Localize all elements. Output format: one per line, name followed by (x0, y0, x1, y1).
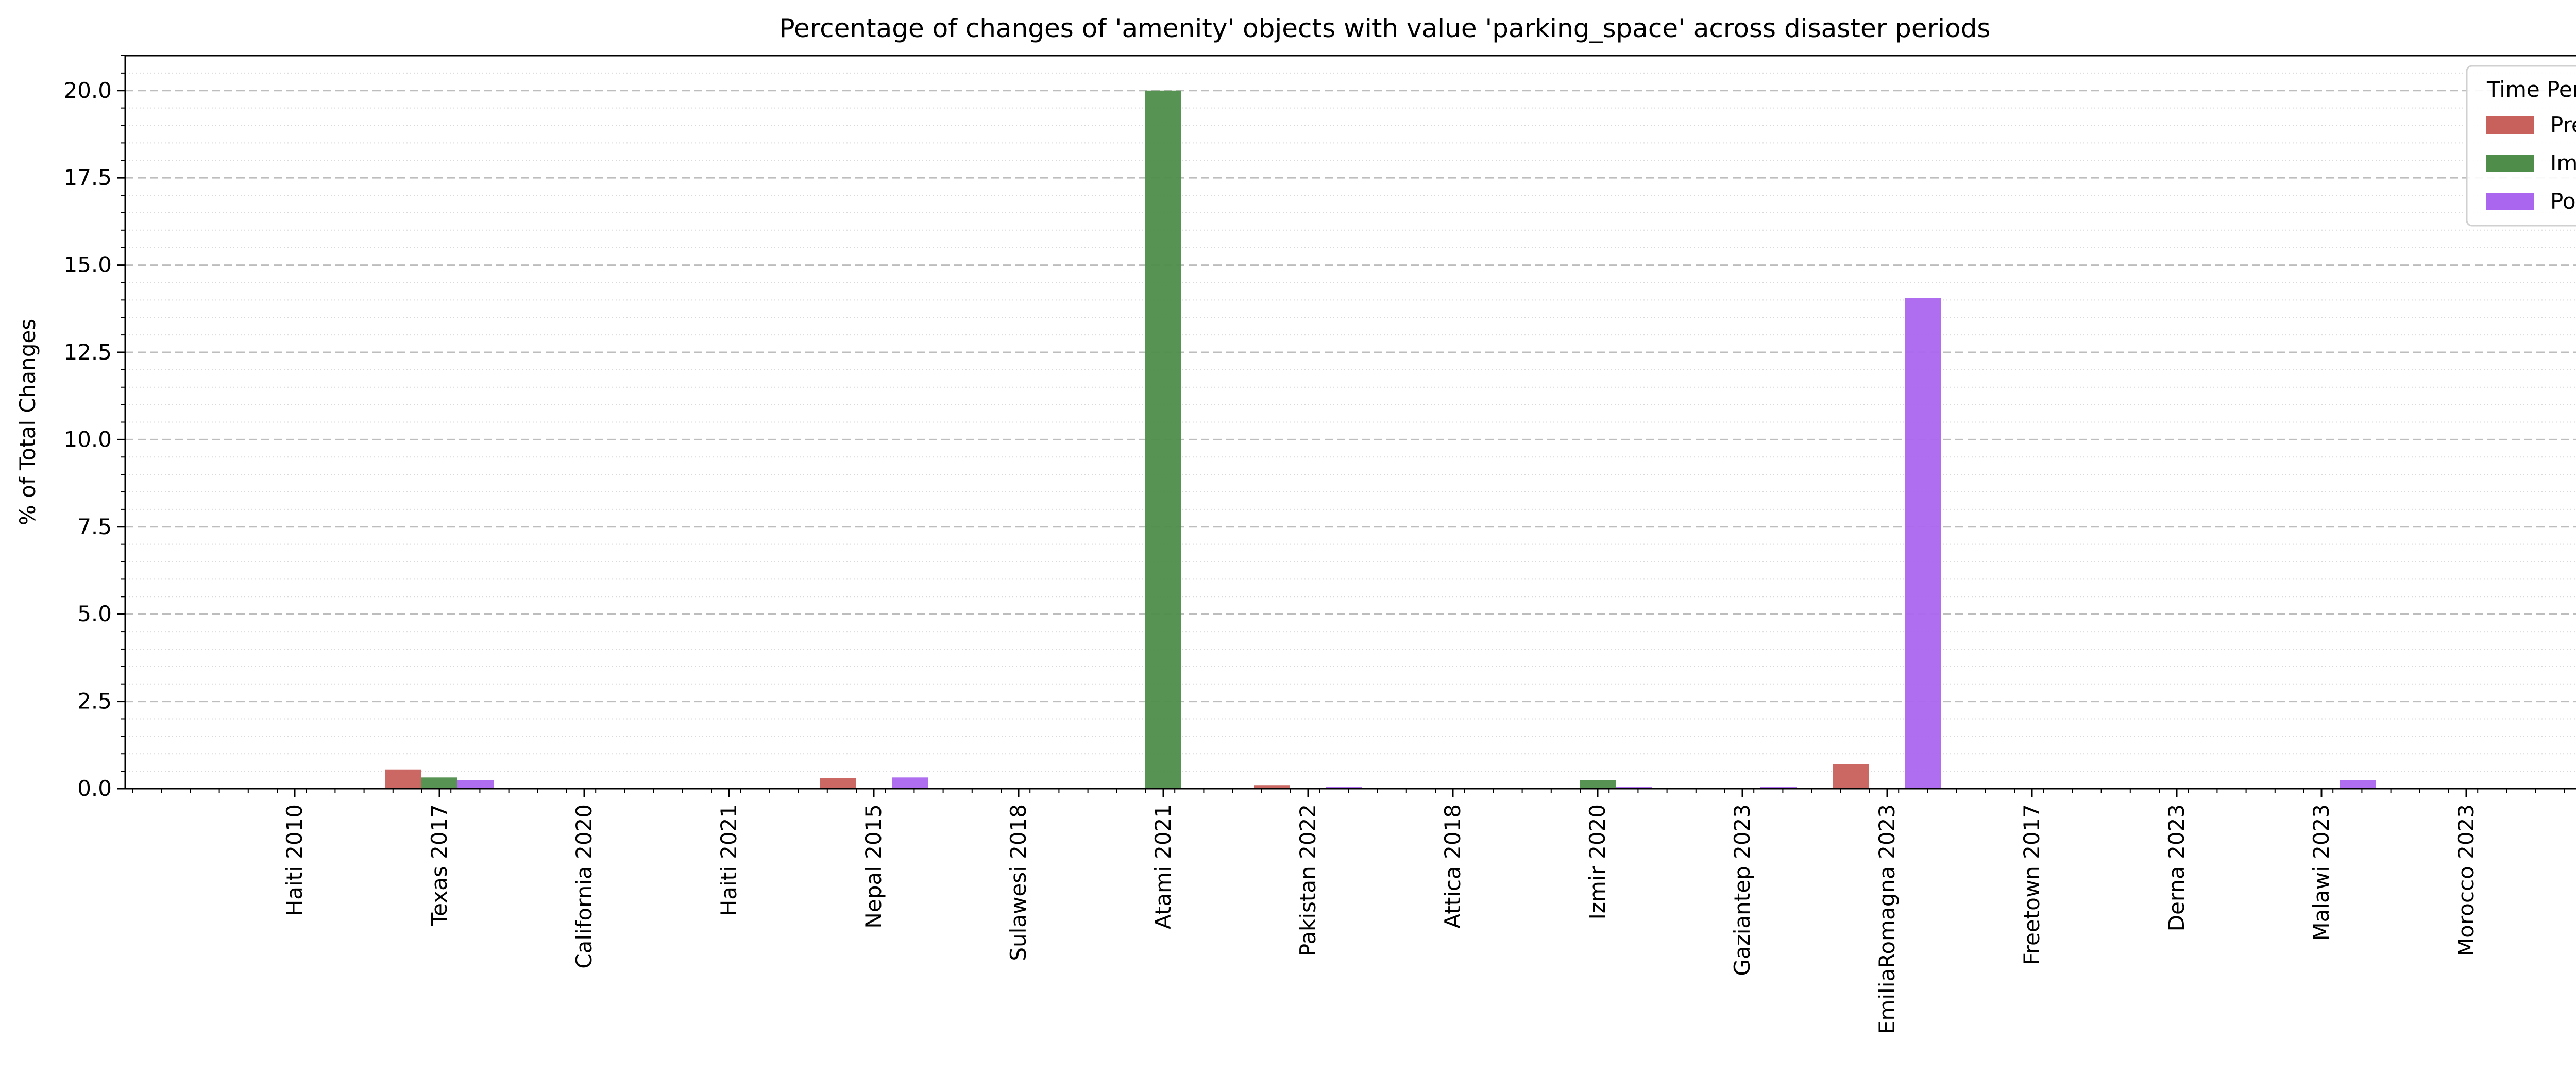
x-tick-label: Attica 2018 (1440, 804, 1465, 929)
bar-post (892, 777, 928, 789)
bar-pre (1254, 785, 1290, 789)
plot-frame (124, 55, 2576, 790)
x-tick-label: EmiliaRomagna 2023 (1874, 804, 1900, 1034)
legend-swatch-imm (2486, 155, 2534, 172)
y-tick-label: 12.5 (63, 339, 112, 365)
y-tick-label: 0.0 (77, 776, 112, 801)
legend-swatch-pre (2486, 116, 2534, 134)
legend-box (2466, 65, 2576, 227)
x-tick-label: Izmir 2020 (1585, 804, 1610, 920)
x-tick-label: Haiti 2021 (716, 804, 741, 916)
x-tick-label: Sulawesi 2018 (1006, 804, 1031, 961)
x-tick-label: California 2020 (571, 804, 597, 969)
y-tick-label: 10.0 (63, 426, 112, 452)
x-tick-label: Gaziantep 2023 (1730, 804, 1755, 976)
bar-post (1905, 298, 1941, 789)
bar-post (1326, 787, 1362, 789)
bar-imm (1145, 90, 1181, 789)
x-tick-label: Haiti 2010 (282, 804, 307, 916)
grid-lines (125, 55, 2576, 790)
y-axis-label: % of Total Changes (15, 319, 40, 525)
bar-imm (421, 777, 457, 789)
y-tick-label: 2.5 (77, 689, 112, 714)
y-tick-label: 7.5 (77, 514, 112, 539)
bar-post (2340, 780, 2376, 789)
x-tick-label: Malawi 2023 (2309, 804, 2334, 941)
legend-label-post: Post (2550, 189, 2576, 214)
legend: Time Period Pre Imm Post (2466, 65, 2576, 227)
x-tick-label: Atami 2021 (1150, 804, 1176, 929)
x-tick-label: Derna 2023 (2164, 804, 2189, 931)
y-tick-label: 15.0 (63, 252, 112, 278)
legend-swatch-post (2486, 193, 2534, 210)
x-tick-label: Freetown 2017 (2019, 804, 2044, 965)
legend-title: Time Period (2486, 77, 2576, 102)
bars (385, 90, 2376, 789)
bar-post (457, 780, 494, 789)
bar-pre (1833, 764, 1869, 789)
x-tick-label: Nepal 2015 (861, 804, 886, 929)
y-tick-label: 17.5 (63, 165, 112, 190)
x-tick-label: Pakistan 2022 (1295, 804, 1320, 957)
x-tick-label: Morocco 2023 (2453, 804, 2479, 957)
axes: 0.0 2.5 5.0 7.5 10.0 12.5 15.0 17.5 20.0 Haiti 20… (63, 55, 2576, 1034)
bar-post (1760, 787, 1797, 789)
chart-title: Percentage of changes of 'amenity' objec… (779, 13, 1991, 43)
legend-label-imm: Imm (2550, 150, 2576, 176)
y-tick-label: 20.0 (63, 78, 112, 103)
bar-imm (1580, 780, 1616, 789)
bar-pre (385, 769, 421, 789)
bar-post (1616, 787, 1652, 789)
y-tick-label: 5.0 (77, 601, 112, 626)
x-tick-label: Texas 2017 (427, 804, 452, 926)
legend-label-pre: Pre (2550, 112, 2576, 138)
bar-pre (820, 778, 856, 789)
